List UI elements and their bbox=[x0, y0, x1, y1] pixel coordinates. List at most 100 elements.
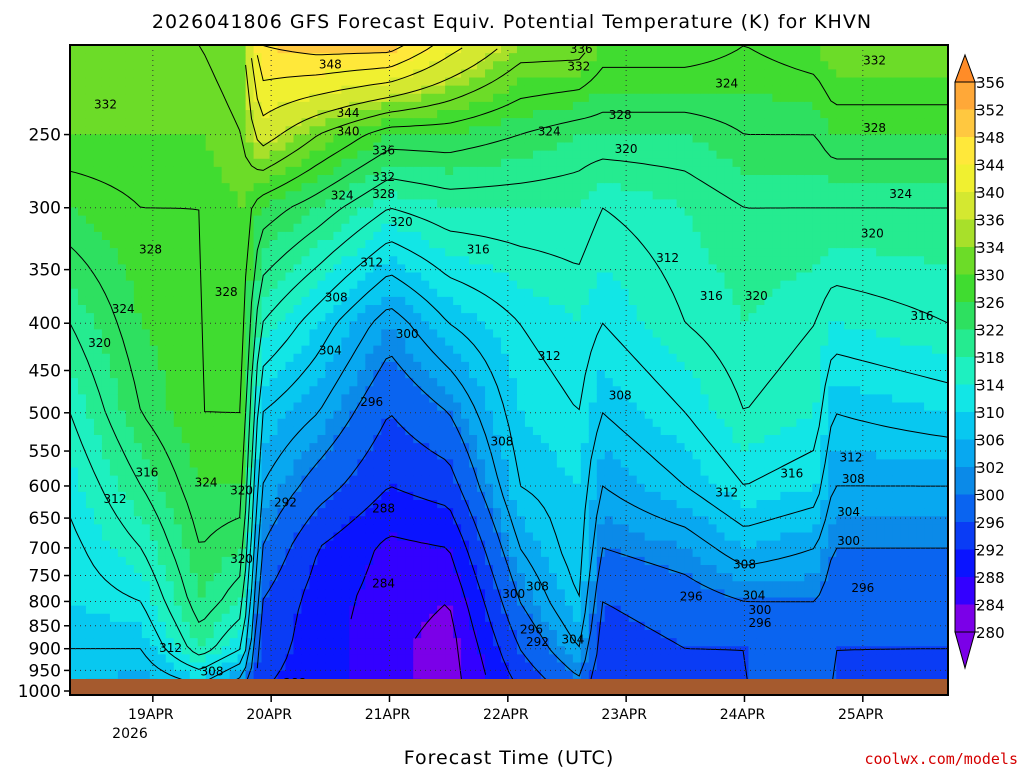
heat-cell bbox=[229, 199, 239, 209]
heat-cell bbox=[173, 215, 183, 225]
heat-cell bbox=[509, 248, 518, 257]
heat-cell bbox=[493, 459, 502, 469]
heat-cell bbox=[181, 231, 191, 241]
heat-cell bbox=[245, 459, 255, 469]
heat-cell bbox=[213, 630, 223, 639]
heat-cell bbox=[485, 467, 494, 477]
heat-cell bbox=[516, 272, 526, 282]
heat-cell bbox=[532, 215, 542, 225]
heat-cell bbox=[173, 142, 183, 152]
heat-cell bbox=[397, 337, 406, 347]
heat-cell bbox=[293, 370, 303, 379]
heat-cell bbox=[125, 500, 135, 509]
heat-cell bbox=[485, 394, 494, 404]
heat-cell bbox=[301, 45, 311, 54]
heat-cell bbox=[213, 280, 223, 290]
heat-cell bbox=[157, 272, 167, 282]
heat-cell bbox=[509, 467, 518, 477]
heat-cell bbox=[261, 166, 271, 176]
heat-cell bbox=[237, 402, 247, 412]
heat-cell bbox=[325, 134, 334, 144]
heat-cell bbox=[516, 402, 526, 412]
heat-cell bbox=[453, 296, 462, 306]
heat-cell bbox=[445, 305, 454, 314]
heat-cell bbox=[548, 435, 558, 444]
heat-cell bbox=[421, 532, 430, 542]
heat-cell bbox=[213, 110, 223, 119]
heat-cell bbox=[493, 646, 502, 655]
heat-cell bbox=[317, 240, 327, 249]
heat-cell bbox=[149, 483, 159, 493]
heat-cell bbox=[213, 45, 223, 54]
heat-cell bbox=[277, 199, 287, 209]
heat-cell bbox=[485, 491, 494, 501]
heat-cell bbox=[365, 597, 374, 607]
heat-cell bbox=[341, 508, 350, 517]
heat-cell bbox=[213, 540, 223, 550]
heat-cell bbox=[524, 272, 534, 282]
heat-cell bbox=[181, 45, 191, 54]
heat-cell bbox=[357, 256, 366, 265]
heat-cell bbox=[93, 207, 103, 217]
heat-cell bbox=[349, 500, 358, 509]
heat-cell bbox=[333, 459, 342, 469]
heat-cell bbox=[317, 451, 327, 460]
heat-cell bbox=[85, 280, 95, 290]
heat-cell bbox=[149, 508, 159, 517]
heat-cell bbox=[532, 272, 542, 282]
heat-cell bbox=[245, 435, 255, 444]
heat-cell bbox=[189, 410, 199, 420]
heat-cell bbox=[429, 110, 438, 119]
heat-cell bbox=[556, 110, 566, 119]
heat-cell bbox=[293, 264, 303, 274]
heat-cell bbox=[540, 386, 550, 395]
heat-cell bbox=[141, 654, 151, 664]
heat-cell bbox=[532, 565, 542, 574]
heat-cell bbox=[532, 126, 542, 135]
heat-cell bbox=[173, 394, 183, 404]
heat-cell bbox=[524, 638, 534, 647]
heat-cell bbox=[141, 77, 151, 87]
heat-cell bbox=[229, 467, 239, 477]
heat-cell bbox=[277, 223, 287, 233]
heat-cell bbox=[421, 158, 430, 168]
heat-cell bbox=[117, 142, 127, 152]
heat-cell bbox=[117, 183, 127, 192]
heat-cell bbox=[309, 613, 319, 623]
heat-cell bbox=[341, 248, 350, 257]
heat-cell bbox=[461, 118, 470, 127]
heat-cell bbox=[516, 630, 526, 639]
heat-cell bbox=[77, 264, 87, 274]
heat-cell bbox=[101, 45, 111, 54]
heat-cell bbox=[101, 215, 111, 225]
heat-cell bbox=[357, 329, 366, 339]
heat-cell bbox=[253, 305, 263, 314]
heat-cell bbox=[317, 573, 327, 582]
heat-cell bbox=[437, 191, 446, 200]
heat-cell bbox=[285, 654, 295, 664]
heat-cell bbox=[70, 370, 79, 379]
heat-cell bbox=[429, 565, 438, 574]
heat-cell bbox=[540, 264, 550, 274]
heat-cell bbox=[293, 329, 303, 339]
heat-cell bbox=[501, 565, 510, 574]
heat-cell bbox=[269, 459, 279, 469]
heat-cell bbox=[524, 524, 534, 534]
heat-cell bbox=[501, 638, 510, 647]
heat-cell bbox=[269, 248, 279, 257]
heat-cell bbox=[397, 45, 406, 54]
heat-cell bbox=[548, 581, 558, 590]
heat-cell bbox=[93, 394, 103, 404]
heat-cell bbox=[70, 605, 79, 615]
heat-cell bbox=[516, 386, 526, 395]
heat-cell bbox=[556, 191, 566, 200]
heat-cell bbox=[477, 361, 486, 371]
heat-cell bbox=[453, 134, 462, 144]
heat-cell bbox=[133, 410, 143, 420]
heat-cell bbox=[245, 646, 255, 655]
heat-cell bbox=[245, 670, 255, 680]
heat-cell bbox=[101, 329, 111, 339]
heat-cell bbox=[405, 500, 414, 509]
heat-cell bbox=[413, 215, 422, 225]
heat-cell bbox=[405, 118, 414, 127]
